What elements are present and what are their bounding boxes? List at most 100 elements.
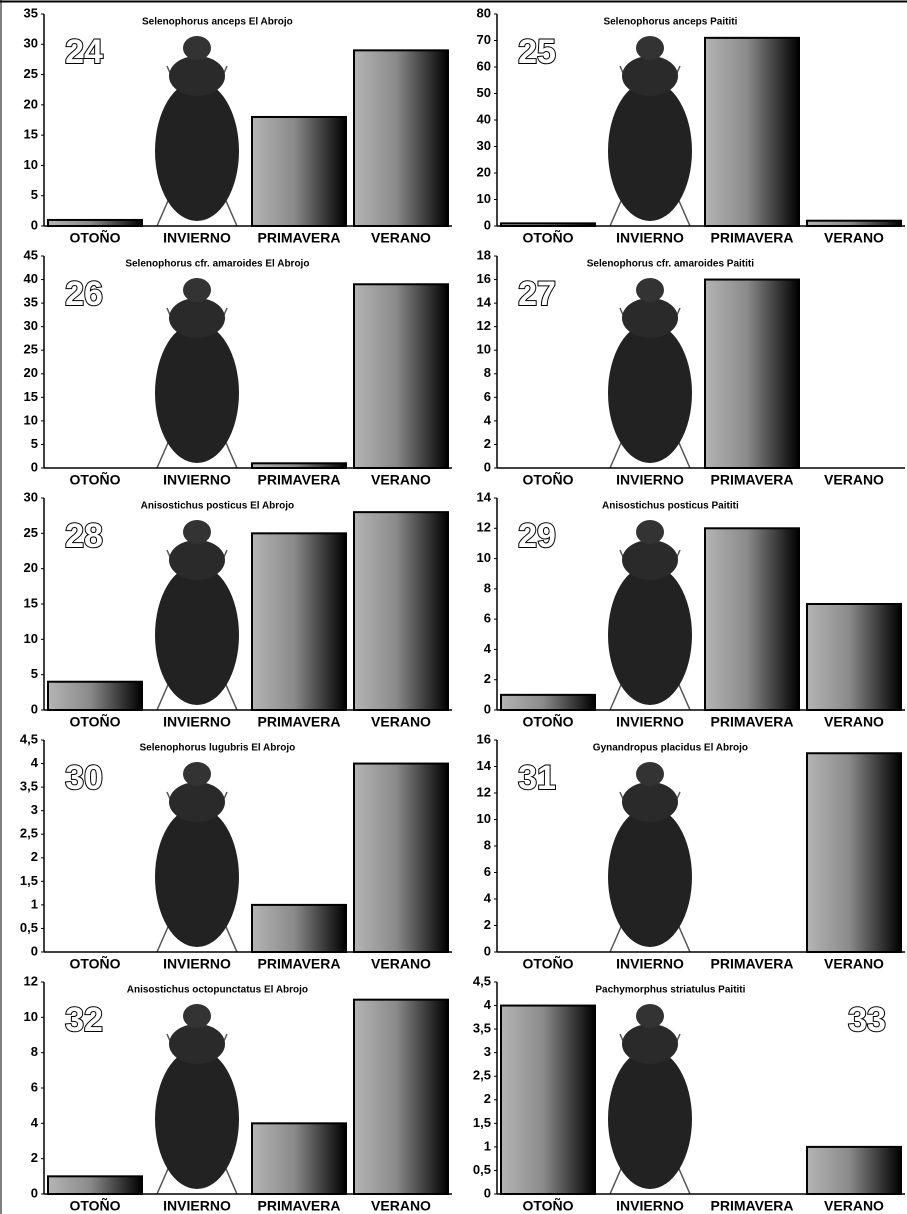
y-tick-label: 45: [24, 247, 38, 262]
y-tick-label: 14: [477, 758, 492, 773]
bar: [47, 680, 143, 712]
beetle-body: [155, 81, 239, 221]
x-tick-label: OTOÑO: [522, 229, 573, 246]
beetle-body: [155, 323, 239, 463]
panel-number: 27: [518, 275, 556, 313]
y-tick-label: 8: [31, 1044, 38, 1059]
y-tick-label: 6: [484, 864, 491, 879]
y-tick-label: 25: [24, 342, 38, 357]
y-tick-label: 12: [477, 520, 491, 535]
x-tick-label: PRIMAVERA: [258, 230, 341, 246]
bar: [353, 283, 449, 469]
y-tick-label: 4,5: [473, 973, 491, 988]
y-tick-label: 2: [484, 917, 491, 932]
beetle-head: [183, 520, 211, 544]
y-tick-label: 10: [477, 811, 491, 826]
y-tick-label: 1,5: [20, 873, 38, 888]
bar: [500, 1004, 596, 1195]
beetle-thorax: [169, 1024, 225, 1064]
panel-number: 25: [518, 33, 556, 71]
y-tick-label: 35: [24, 5, 38, 20]
beetle-body: [608, 807, 692, 947]
beetle-head: [636, 1004, 664, 1028]
y-tick-label: 20: [477, 164, 491, 179]
chart-title: Anisostichus posticus El Abrojo: [141, 501, 295, 512]
bar: [251, 1122, 347, 1196]
chart-title: Selenophorus anceps El Abrojo: [142, 17, 293, 28]
chart-title: Selenophorus cfr. amaroides El Abrojo: [125, 259, 309, 270]
y-tick-label: 20: [24, 560, 38, 575]
x-tick-label: VERANO: [371, 1198, 431, 1214]
y-tick-label: 5: [31, 666, 38, 681]
beetle-thorax: [622, 1024, 678, 1064]
x-tick-label: VERANO: [824, 714, 884, 730]
y-tick-label: 14: [477, 295, 492, 310]
y-tick-label: 0,5: [473, 1162, 491, 1177]
y-tick-label: 30: [24, 36, 38, 51]
chart-title: Anisostichus octopunctatus El Abrojo: [127, 985, 308, 996]
y-tick-label: 0: [484, 459, 491, 474]
x-tick-label: INVIERNO: [163, 230, 231, 246]
x-tick-label: VERANO: [824, 1198, 884, 1214]
x-tick-label: VERANO: [824, 472, 884, 488]
x-tick-label: PRIMAVERA: [711, 472, 794, 488]
y-tick-label: 0: [484, 701, 491, 716]
x-tick-label: INVIERNO: [616, 714, 684, 730]
y-tick-label: 3: [484, 1044, 491, 1059]
chart-title: Selenophorus lugubris El Abrojo: [140, 743, 296, 754]
y-tick-label: 30: [24, 489, 38, 504]
y-tick-label: 15: [24, 389, 38, 404]
y-tick-label: 0: [31, 217, 38, 232]
beetle-body: [155, 565, 239, 705]
y-tick-label: 70: [477, 32, 491, 47]
y-tick-label: 4: [484, 641, 492, 656]
y-tick-label: 20: [24, 365, 38, 380]
bar: [353, 998, 449, 1196]
bar: [353, 511, 449, 712]
y-tick-label: 4: [484, 890, 492, 905]
panel-number: 31: [518, 759, 556, 797]
x-tick-label: INVIERNO: [163, 956, 231, 972]
bar: [704, 278, 800, 469]
chart-title: Selenophorus cfr. amaroides Paititi: [587, 259, 754, 270]
beetle-head: [636, 762, 664, 786]
beetle-body: [155, 807, 239, 947]
y-tick-label: 6: [484, 611, 491, 626]
y-tick-label: 1: [31, 896, 38, 911]
chart-title: Anisostichus posticus Paititi: [602, 501, 739, 512]
panel-number: 32: [65, 1001, 103, 1039]
x-tick-label: OTOÑO: [522, 1197, 573, 1214]
y-tick-label: 3,5: [20, 779, 38, 794]
x-tick-label: PRIMAVERA: [258, 472, 341, 488]
y-tick-label: 16: [477, 271, 491, 286]
chart-title: Gynandropus placidus El Abrojo: [593, 743, 748, 754]
x-tick-label: VERANO: [371, 714, 431, 730]
bar: [251, 532, 347, 711]
x-tick-label: VERANO: [371, 472, 431, 488]
y-tick-label: 0: [484, 943, 491, 958]
y-tick-label: 4: [484, 997, 492, 1012]
x-tick-label: OTOÑO: [69, 471, 120, 488]
bar: [251, 903, 347, 954]
x-tick-label: INVIERNO: [616, 472, 684, 488]
y-tick-label: 4: [31, 755, 39, 770]
y-tick-label: 12: [477, 318, 491, 333]
beetle-body: [608, 565, 692, 705]
x-tick-label: OTOÑO: [522, 955, 573, 972]
x-tick-label: INVIERNO: [163, 1198, 231, 1214]
y-tick-label: 2: [31, 1150, 38, 1165]
x-tick-label: VERANO: [824, 956, 884, 972]
y-tick-label: 25: [24, 525, 38, 540]
x-tick-label: INVIERNO: [616, 956, 684, 972]
y-tick-label: 2: [484, 671, 491, 686]
beetle-head: [636, 520, 664, 544]
y-tick-label: 15: [24, 127, 38, 142]
bar: [704, 36, 800, 227]
beetle-body: [608, 81, 692, 221]
beetle-thorax: [622, 298, 678, 338]
bar: [704, 527, 800, 711]
y-tick-label: 0: [484, 1185, 491, 1200]
x-tick-label: OTOÑO: [522, 471, 573, 488]
